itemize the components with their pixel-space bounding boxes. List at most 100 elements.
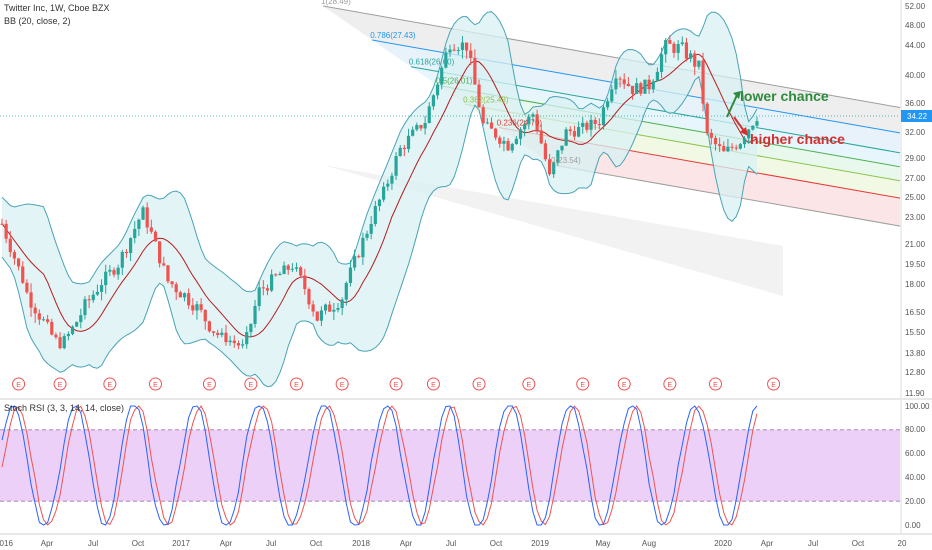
candle-body [290,268,294,270]
time-tick-label: Jul [808,539,818,548]
candle-body [174,284,178,293]
stoch-tick-label: 20.00 [905,497,926,506]
price-tick-label: 52.00 [905,2,926,11]
time-tick-label: Apr [41,539,54,548]
earnings-marker-icon [335,377,349,391]
price-tick-label: 32.00 [905,128,926,137]
stoch-tick-label: 0.00 [905,521,921,530]
candle-body [265,288,270,291]
candle-body [506,140,510,151]
earnings-marker-icon [202,377,216,391]
earnings-marker-label: E [394,382,399,389]
time-tick-label: 2017 [172,539,190,548]
candle-body [643,79,647,94]
bb-indicator-label[interactable]: BB (20, close, 2) [4,16,71,26]
time-tick-label: Jul [88,539,98,548]
candle-body [104,271,108,286]
time-tick-label: Apr [220,539,233,548]
fib-labels: 1(28.49) 0.786(27.43) 0.618(26.60) 0.5(26.0… [321,0,581,165]
stoch-rsi-label[interactable]: Stoch RSI (3, 3, 14, 14, close) [4,403,125,413]
candle-body [614,78,618,90]
candle-body [303,275,307,290]
fib-level-label: 0.618(26.60) [409,58,455,67]
candle-body [531,114,535,117]
price-tick-label: 16.50 [905,308,926,317]
candle-body [141,207,145,220]
candle-body [581,122,585,127]
candle-body [664,40,668,55]
candle-body [187,293,191,306]
candle-body [195,304,199,311]
candle-body [70,326,75,334]
stoch-axis[interactable]: 100.00 80.00 60.00 40.00 20.00 0.00 [900,400,930,533]
candle-body [726,146,730,152]
candle-body [606,101,610,108]
time-tick-label: 2016 [0,539,13,548]
candle-body [344,282,348,300]
earnings-marker-label: E [526,382,531,389]
down-arrow-icon [740,127,748,136]
time-tick-label: Jul [446,539,456,548]
bb-basis [1,53,758,338]
earnings-marker-label: E [713,382,718,389]
earnings-marker-label: E [108,382,113,389]
candle-body [170,281,174,285]
candle-body [485,122,489,124]
earnings-marker-icon [617,377,631,391]
time-axis[interactable]: 2016 Apr Jul Oct 2017 Apr Jul Oct 2018 Apr Jul Oct 2… [0,533,932,548]
candle-body [116,267,120,275]
price-axis[interactable]: 52.00 48.00 44.00 40.00 36.00 32.00 29.00 27.00… [0,0,932,400]
candle-body [552,162,556,175]
earnings-marker-label: E [431,382,436,389]
candle-body [149,227,153,232]
candle-body [158,241,162,264]
candle-body [240,344,245,346]
candle-body [124,251,129,254]
candle-body [560,145,564,151]
candle-body [539,130,543,144]
time-tick-label: 2019 [531,539,549,548]
earnings-marker-label: E [294,382,299,389]
earnings-marker-label: E [58,382,63,389]
earnings-marker-label: E [668,382,673,389]
candle-body [730,146,734,148]
candle-body [340,299,344,309]
candle-body [618,78,622,80]
earnings-marker-label: E [153,382,158,389]
earnings-marker-icon [708,377,722,391]
candle-body [622,79,626,84]
candle-body [382,186,386,200]
candle-body [597,123,601,126]
candle-body [518,129,523,139]
candle-body [323,304,328,311]
candle-body [635,83,639,94]
candle-body [718,144,722,147]
candle-body [402,147,406,150]
candle-body [435,84,440,96]
candle-body [494,128,498,138]
candle-body [639,83,643,94]
candle-body [672,43,676,53]
candle-body [444,52,448,68]
candle-body [50,321,54,335]
candle-body [514,138,518,145]
candle-body [253,306,257,324]
candle-body [377,199,382,207]
fib-line [322,5,901,109]
candle-body [386,183,390,187]
fib-level-label: 0(23.54) [551,156,581,165]
lower-chance-label: lower chance [740,88,829,104]
candle-body [481,107,485,124]
candle-body [58,337,62,349]
candle-body [498,137,502,144]
candle-body [390,175,394,184]
up-arrow-icon [733,91,741,99]
candle-body [328,304,332,312]
candle-body [108,269,112,272]
candle-body [41,319,46,321]
earnings-marker-icon [472,377,486,391]
candle-body [668,40,672,44]
candle-body [211,331,216,333]
price-tick-label: 19.50 [905,260,926,269]
fib-level-label: 0.382(25.43) [463,95,509,104]
